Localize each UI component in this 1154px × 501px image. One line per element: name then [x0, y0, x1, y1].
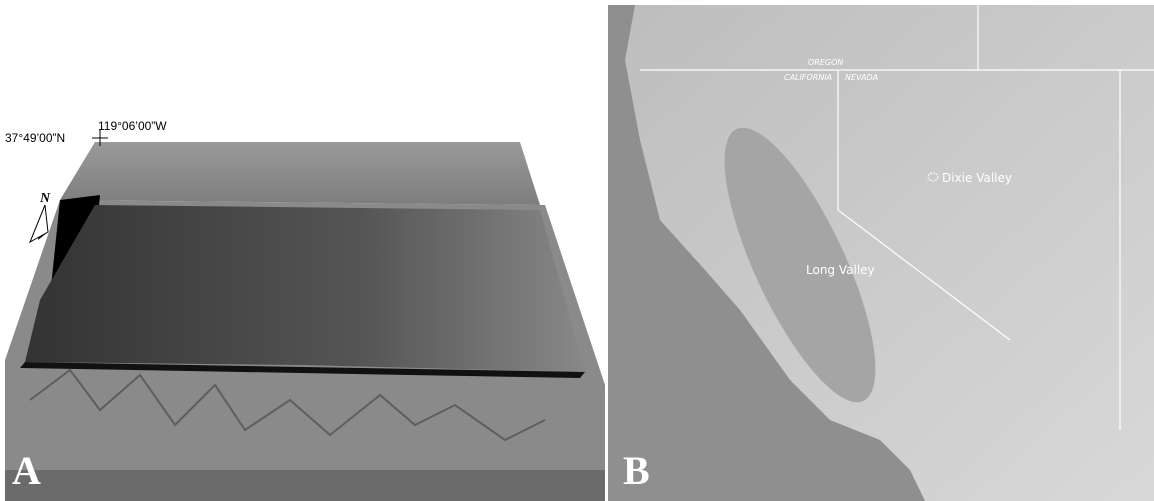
ridges	[29, 368, 546, 442]
place-label: Dixie Valley	[942, 171, 1012, 185]
place-label: Long Valley	[806, 263, 875, 277]
panel-b: OREGON CALIFORNIA NEVADA Dixie Valley Lo…	[608, 5, 1154, 501]
panel-label: A	[12, 448, 41, 493]
state-label: NEVADA	[845, 73, 878, 82]
panel-a: 119°06’00”W 37°49’00”N N A	[5, 119, 605, 501]
north-label: N	[39, 191, 51, 206]
ocean	[608, 5, 925, 501]
state-label: OREGON	[808, 58, 843, 67]
central-valley	[724, 127, 876, 403]
site-marker	[927, 172, 939, 182]
terrain-far	[60, 142, 540, 205]
latitude: 37°49’00”N	[5, 131, 65, 145]
state-label: CALIFORNIA	[784, 73, 832, 82]
terrain-front	[5, 470, 605, 501]
panel-label: B	[623, 448, 650, 493]
overlay-edge	[20, 362, 585, 378]
state-borders	[640, 5, 1154, 430]
longitude: 119°06’00”W	[98, 119, 167, 133]
north-arrow	[29, 204, 49, 244]
image-overlay	[25, 205, 585, 372]
